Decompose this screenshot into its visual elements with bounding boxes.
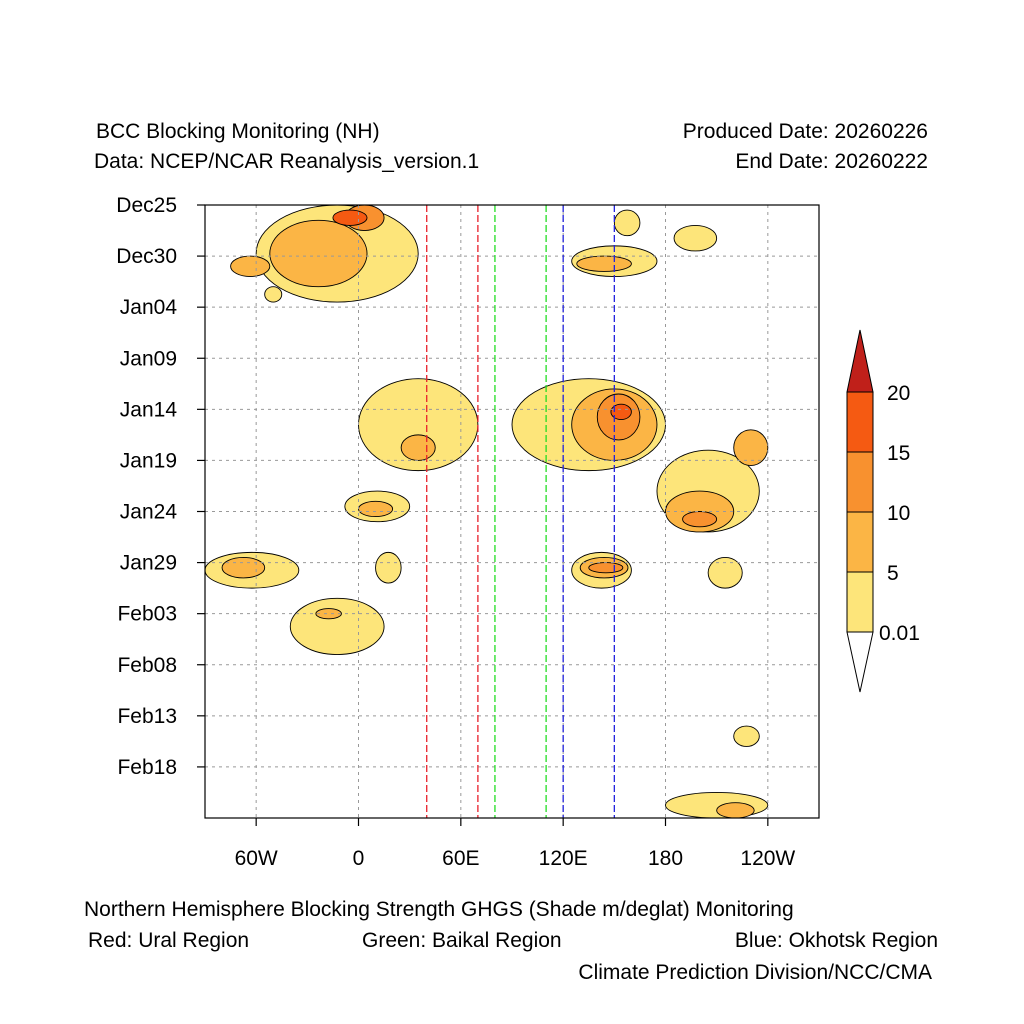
y-tick-label: Jan09 <box>120 347 177 370</box>
footer-description: Northern Hemisphere Blocking Strength GH… <box>84 898 794 921</box>
data-source: Data: NCEP/NCAR Reanalysis_version.1 <box>94 150 480 173</box>
x-tick-label: 120W <box>740 847 795 870</box>
blocking-blob <box>315 608 342 620</box>
blocking-blob <box>264 286 283 303</box>
x-axis: 60W 0 60E 120E 180 120W <box>235 818 795 870</box>
colorbar-label: 0.01 <box>879 622 920 645</box>
blocking-blob <box>733 429 769 466</box>
blocking-blob <box>358 500 394 518</box>
blocking-blob <box>610 403 632 421</box>
x-tick-label: 60E <box>442 847 479 870</box>
x-tick-label: 180 <box>648 847 683 870</box>
chart-title: BCC Blocking Monitoring (NH) <box>96 120 380 143</box>
y-axis: Dec25 Dec30 Jan04 Jan09 Jan14 Jan19 Jan24 Jan29… <box>116 194 205 779</box>
y-tick-label: Feb18 <box>117 756 177 779</box>
blocking-blob <box>588 562 624 574</box>
blocking-blob <box>682 511 718 528</box>
footer-red-region: Red: Ural Region <box>88 929 250 952</box>
y-tick-label: Feb08 <box>117 654 177 677</box>
colorbar-segment <box>846 391 874 453</box>
colorbar-underflow-triangle <box>846 631 874 693</box>
y-tick-label: Jan14 <box>120 398 178 421</box>
blocking-blob <box>733 725 760 747</box>
colorbar-label: 15 <box>887 442 910 465</box>
blocking-blob <box>230 255 271 277</box>
blocking-blob <box>269 219 368 288</box>
blocking-blob <box>673 224 718 252</box>
x-tick-label: 0 <box>353 847 365 870</box>
blocking-blob <box>707 557 743 589</box>
footer-credit: Climate Prediction Division/NCC/CMA <box>578 961 932 984</box>
colorbar-segment <box>846 451 874 513</box>
x-tick-label: 120E <box>539 847 588 870</box>
colorbar-overflow-triangle <box>846 329 874 393</box>
blocking-blob <box>576 255 632 272</box>
blocking-blob <box>221 557 266 579</box>
y-tick-label: Jan24 <box>120 501 178 524</box>
blocking-blob <box>613 209 641 237</box>
y-tick-label: Jan19 <box>120 449 177 472</box>
y-tick-label: Jan29 <box>120 552 177 575</box>
blocking-blob <box>665 792 769 818</box>
colorbar-segment <box>846 571 874 633</box>
blocking-blob <box>375 551 402 584</box>
blocking-blob <box>289 597 385 655</box>
y-tick-label: Dec25 <box>116 194 177 217</box>
colorbar-label: 20 <box>887 382 910 405</box>
blocking-blob <box>332 209 368 226</box>
x-tick-label: 60W <box>235 847 278 870</box>
footer-green-region: Green: Baikal Region <box>362 929 562 952</box>
blocking-blob <box>716 802 755 818</box>
end-date: End Date: 20260222 <box>735 150 928 173</box>
colorbar-segment <box>846 511 874 573</box>
y-tick-label: Dec30 <box>116 245 177 268</box>
region-lines <box>426 205 615 818</box>
grid-lines <box>205 205 819 818</box>
y-tick-label: Feb13 <box>117 705 177 728</box>
colorbar: 0.01 5 10 15 20 <box>846 329 920 693</box>
y-tick-label: Jan04 <box>120 296 178 319</box>
colorbar-label: 5 <box>887 562 899 585</box>
blocking-blob <box>400 434 436 461</box>
produced-date: Produced Date: 20260226 <box>682 120 928 143</box>
y-tick-label: Feb03 <box>117 603 177 626</box>
footer-blue-region: Blue: Okhotsk Region <box>734 929 938 952</box>
colorbar-label: 10 <box>887 502 910 525</box>
